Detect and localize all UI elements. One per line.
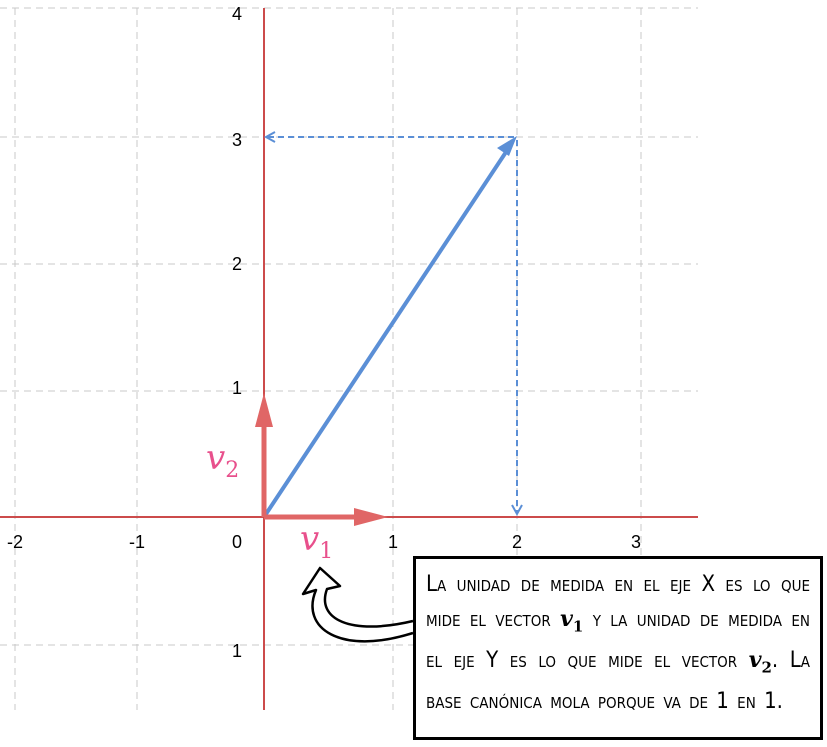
explanation-note: La unidad de medida en el eje X es lo qu…	[413, 556, 823, 740]
projection-arrowhead-y	[263, 131, 276, 143]
x-tick-labels: -2 -1 0 1 2 3	[7, 532, 641, 552]
y-tick-label: 3	[232, 130, 242, 150]
y-tick-label: 4	[232, 4, 242, 24]
x-tick-label: 3	[631, 532, 641, 552]
y-tick-label: 1	[232, 378, 242, 398]
y-tick-labels: 1 2 3 4 1	[232, 4, 242, 661]
x-tick-label: 1	[388, 532, 398, 552]
vector-main-arrowhead	[497, 136, 517, 156]
vector-v2-arrowhead	[255, 393, 273, 427]
projection-arrowhead-x	[511, 504, 523, 517]
y-tick-label: 2	[232, 254, 242, 274]
x-tick-label: 0	[232, 532, 242, 552]
vector-main	[262, 144, 512, 519]
callout-arrow	[301, 566, 414, 643]
vector-v1-arrowhead	[354, 508, 388, 526]
x-tick-label: -1	[129, 532, 145, 552]
v1-label: v1	[300, 519, 333, 564]
x-tick-label: -2	[7, 532, 23, 552]
y-tick-label: 1	[232, 641, 242, 661]
v2-label: v2	[206, 438, 239, 483]
x-tick-label: 2	[512, 532, 522, 552]
